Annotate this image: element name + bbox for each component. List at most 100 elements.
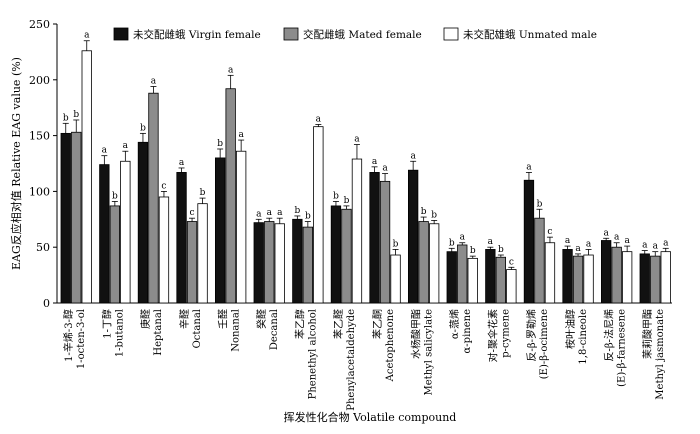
- bar: [81, 50, 92, 304]
- x-tick-label-en: Acetophenone: [385, 309, 396, 382]
- significance-letter: c: [509, 257, 514, 267]
- significance-letter: a: [151, 76, 157, 86]
- significance-letter: b: [449, 238, 455, 248]
- x-tick-label-en: Heptanal: [153, 309, 164, 356]
- significance-letter: a: [372, 157, 378, 167]
- significance-letter: a: [488, 237, 494, 247]
- legend-label: 未交配雌蛾 Virgin female: [133, 28, 261, 41]
- bar: [71, 131, 82, 304]
- x-tick-label-zh: 庚醛: [139, 309, 152, 329]
- y-tick-label: 150: [29, 130, 50, 143]
- significance-letter: a: [123, 141, 129, 151]
- x-tick-label-zh: 水杨酸甲酯: [409, 309, 422, 359]
- x-tick-label-en: α-pinene: [462, 309, 473, 354]
- x-tick-label-zh: α-蒎烯: [448, 309, 461, 339]
- significance-letter: a: [642, 241, 648, 251]
- significance-letter: a: [267, 208, 273, 218]
- bar: [197, 203, 208, 304]
- bar: [369, 172, 380, 304]
- x-tick-label-zh: 反-β-法尼烯: [602, 309, 615, 362]
- significance-letter: b: [305, 212, 311, 222]
- x-tick-label-en: p-cymene: [501, 309, 512, 358]
- significance-letter: b: [217, 139, 223, 149]
- bar: [148, 92, 159, 304]
- bar: [495, 256, 507, 304]
- bar: [176, 172, 187, 304]
- bar: [611, 246, 622, 304]
- legend-swatch: [443, 27, 459, 41]
- legend-label: 未交配雄蛾 Unmated male: [463, 28, 597, 41]
- significance-letter: b: [200, 188, 206, 198]
- significance-letter: a: [575, 244, 581, 254]
- significance-letter: a: [277, 208, 283, 218]
- significance-letter: a: [586, 239, 592, 249]
- significance-letter: b: [333, 191, 339, 201]
- significance-letter: c: [547, 227, 552, 237]
- significance-letter: b: [393, 239, 399, 249]
- x-tick-label-en: 1-butanol: [115, 309, 126, 357]
- significance-letter: b: [140, 123, 146, 133]
- bar: [253, 222, 264, 304]
- significance-letter: b: [344, 196, 350, 206]
- significance-letter: c: [190, 208, 195, 218]
- y-tick-label: 200: [29, 74, 50, 87]
- significance-letter: a: [102, 146, 108, 156]
- bar: [544, 242, 556, 304]
- significance-letter: a: [354, 135, 360, 145]
- significance-letter: b: [73, 110, 79, 120]
- bar: [583, 254, 594, 304]
- bar: [572, 255, 584, 304]
- y-axis-label: EAG反应相对值 Relative EAG value (%): [9, 57, 23, 270]
- significance-letter: c: [161, 181, 166, 191]
- significance-letter: b: [470, 246, 476, 256]
- legend: 未交配雌蛾 Virgin female 交配雌蛾 Mated female 未交配雄…: [113, 27, 597, 41]
- significance-letter: a: [614, 233, 620, 243]
- bar: [186, 221, 198, 304]
- x-tick-label-en: Methyl jasmonate: [655, 309, 666, 400]
- significance-letter: a: [526, 162, 532, 172]
- bar: [467, 257, 478, 304]
- significance-letter: b: [537, 199, 543, 209]
- bar: [601, 240, 612, 304]
- y-tick-label: 0: [43, 297, 50, 310]
- bar: [506, 269, 517, 304]
- significance-letter: a: [624, 236, 630, 246]
- x-tick-label-en: Methyl salicylate: [423, 309, 434, 396]
- bar: [562, 249, 573, 304]
- legend-swatch: [113, 27, 129, 41]
- x-tick-label-en: Octanal: [192, 309, 203, 348]
- x-tick-label-en: 1,8-cineole: [578, 309, 589, 365]
- x-tick-label-zh: 对-聚伞花素: [487, 309, 500, 362]
- x-axis-tick-labels: 1-辛烯-3-醇 1-octen-3-ol 1-丁醇 1-butanol 庚醛 Hepta…: [62, 309, 666, 411]
- x-tick-label-zh: 1-辛烯-3-醇: [62, 309, 75, 362]
- x-axis-label: 挥发性化合物 Volatile compound: [284, 410, 457, 424]
- significance-letter: a: [256, 209, 262, 219]
- y-tick-label: 250: [29, 18, 50, 31]
- bar: [292, 218, 303, 304]
- x-tick-label-en: 1-octen-3-ol: [76, 309, 87, 369]
- x-tick-label-zh: 苯乙醛: [332, 309, 345, 339]
- x-tick-label-zh: 辛醛: [178, 309, 191, 329]
- significance-letter: b: [294, 206, 300, 216]
- significance-letter: b: [421, 207, 427, 217]
- bar: [485, 249, 496, 304]
- x-tick-label-zh: 茉莉酸甲酯: [641, 309, 654, 359]
- x-tick-label-en: Phenylacetaldehyde: [346, 309, 357, 411]
- significance-letter: a: [179, 158, 185, 168]
- legend-swatch: [283, 27, 299, 41]
- significance-letter: a: [460, 233, 466, 243]
- significance-letter: a: [663, 238, 669, 248]
- bar: [225, 88, 236, 304]
- x-tick-label-zh: 癸醛: [255, 309, 268, 329]
- y-axis-ticks: 0 50 100 150 200 250: [29, 18, 57, 310]
- bar: [214, 157, 226, 304]
- significance-letter: a: [382, 164, 388, 174]
- bar: [109, 205, 120, 304]
- bar: [428, 223, 440, 304]
- significance-letter: a: [653, 242, 659, 252]
- bar: [390, 254, 401, 304]
- significance-letter: b: [112, 191, 118, 201]
- significance-letter: a: [603, 228, 609, 238]
- x-tick-label-zh: 1-丁醇: [101, 309, 114, 339]
